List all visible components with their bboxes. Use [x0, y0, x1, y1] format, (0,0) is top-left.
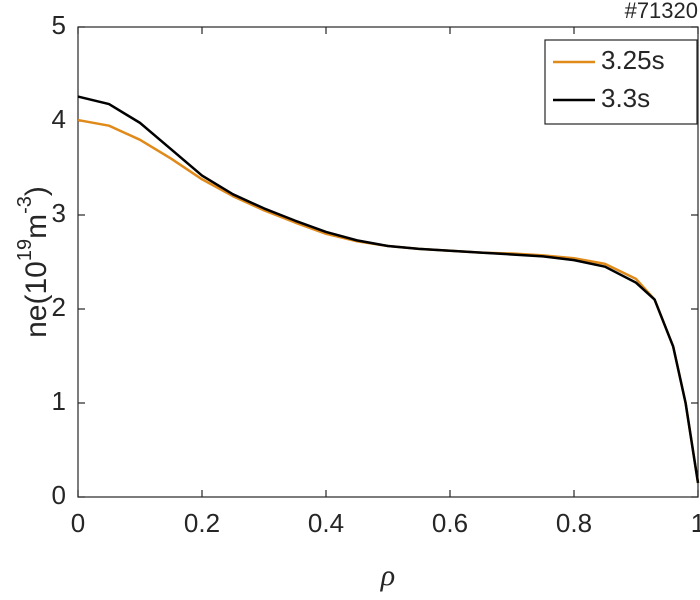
y-tick-label: 1	[52, 386, 66, 416]
x-axis-label: ρ	[380, 559, 395, 592]
y-axis-label-part: -3	[14, 196, 36, 214]
chart-title: #71320	[625, 0, 698, 23]
plot-frame	[77, 26, 699, 498]
y-tick-label: 3	[52, 198, 66, 228]
x-tick-label: 0.2	[184, 508, 220, 538]
y-axis-label: ne(1019m-3)	[14, 186, 53, 338]
legend-label: 3.3s	[601, 83, 650, 113]
x-tick-label: 0.4	[308, 508, 344, 538]
data-line	[77, 118, 700, 484]
x-tick-label: 1	[691, 508, 700, 538]
y-tick-label: 2	[52, 292, 66, 322]
y-axis-label-part: 19	[14, 239, 36, 261]
x-tick-label: 0.6	[432, 508, 468, 538]
legend-box	[544, 39, 698, 125]
y-axis-label-part: m	[20, 214, 53, 239]
y-tick-label: 5	[52, 10, 66, 40]
y-axis-label-part: ne(10	[20, 261, 53, 338]
x-tick-label: 0.8	[556, 508, 592, 538]
y-axis-label-part: )	[20, 186, 53, 196]
data-line	[77, 95, 700, 484]
x-tick-label: 0	[71, 508, 85, 538]
y-tick-label: 0	[52, 480, 66, 510]
legend-label: 3.25s	[601, 45, 665, 75]
y-tick-label: 4	[52, 104, 66, 134]
